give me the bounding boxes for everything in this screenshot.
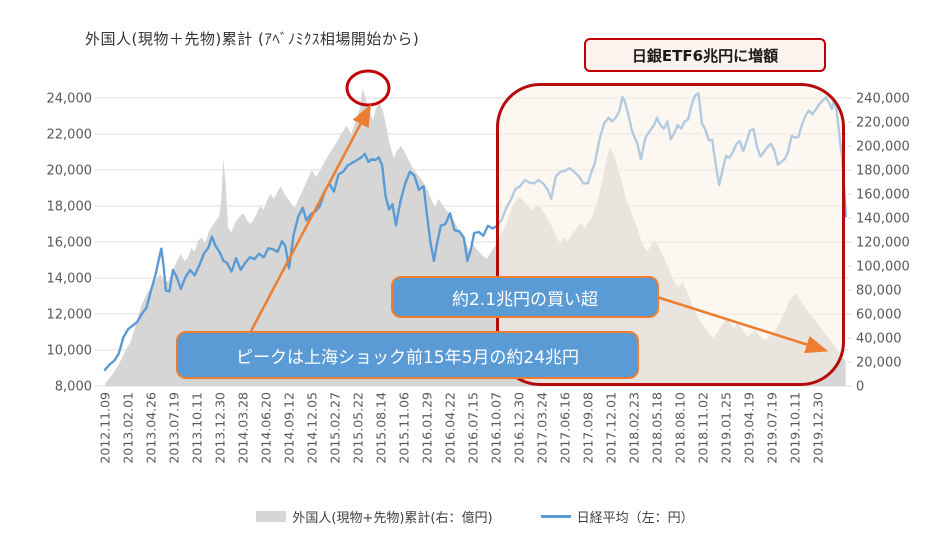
x-tick-label: 2013.04.26 xyxy=(144,392,159,464)
x-tick-label: 2016.10.07 xyxy=(489,392,504,464)
x-tick-label: 2019.07.19 xyxy=(765,392,780,464)
x-tick-label: 2019.12.30 xyxy=(811,392,826,464)
net-buy-callout: 約2.1兆円の買い超 xyxy=(391,276,659,318)
x-tick-label: 2018.05.18 xyxy=(650,392,665,464)
net-buy-arrow xyxy=(656,295,829,354)
y-right-tick-label: 180,000 xyxy=(856,164,910,179)
y-left-tick-label: 22,000 xyxy=(47,128,93,143)
peak-circle xyxy=(345,69,391,107)
y-right-tick-label: 20,000 xyxy=(856,356,902,371)
x-tick-label: 2015.08.14 xyxy=(374,392,389,464)
peak-arrow xyxy=(248,104,372,334)
x-tick-label: 2013.12.30 xyxy=(213,392,228,464)
peak-callout: ピークは上海ショック前15年5月の約24兆円 xyxy=(176,331,639,379)
x-tick-label: 2017.03.24 xyxy=(535,392,550,464)
x-tick-label: 2012.11.09 xyxy=(98,392,113,464)
legend: 外国人(現物+先物)累計(右：億円) 日経平均（左：円） xyxy=(0,507,950,526)
y-right-tick-label: 160,000 xyxy=(856,188,910,203)
x-tick-label: 2015.11.06 xyxy=(397,392,412,464)
x-tick-label: 2013.10.11 xyxy=(190,392,205,464)
y-left-tick-label: 20,000 xyxy=(47,164,93,179)
y-right-tick-label: 200,000 xyxy=(856,140,910,155)
x-tick-label: 2017.09.08 xyxy=(581,392,596,464)
y-right-tick-label: 140,000 xyxy=(856,212,910,227)
x-tick-label: 2017.06.16 xyxy=(558,392,573,464)
x-tick-label: 2018.02.23 xyxy=(627,392,642,464)
y-left-tick-label: 10,000 xyxy=(47,344,93,359)
x-tick-label: 2014.06.20 xyxy=(259,392,274,464)
x-tick-label: 2015.05.22 xyxy=(351,392,366,464)
y-right-tick-label: 0 xyxy=(856,380,864,395)
x-tick-label: 2019.01.25 xyxy=(719,392,734,464)
y-right-tick-label: 100,000 xyxy=(856,260,910,275)
x-tick-label: 2018.11.02 xyxy=(696,392,711,464)
y-left-tick-label: 16,000 xyxy=(47,236,93,251)
y-left-tick-label: 14,000 xyxy=(47,272,93,287)
y-left-tick-label: 18,000 xyxy=(47,200,93,215)
legend-line-label: 日経平均（左：円） xyxy=(576,511,694,526)
x-tick-label: 2015.02.27 xyxy=(328,392,343,464)
chart-title: 外国人(現物＋先物)累計 (ｱﾍﾞﾉﾐｸｽ相場開始から) xyxy=(85,30,420,48)
legend-item-foreigners: 外国人(現物+先物)累計(右：億円) xyxy=(256,507,493,526)
x-tick-label: 2014.12.05 xyxy=(305,392,320,464)
y-right-tick-label: 220,000 xyxy=(856,116,910,131)
legend-area-label: 外国人(現物+先物)累計(右：億円) xyxy=(292,511,493,526)
y-right-tick-label: 40,000 xyxy=(856,332,902,347)
x-tick-label: 2018.08.10 xyxy=(673,392,688,464)
y-right-tick-label: 240,000 xyxy=(856,92,910,107)
x-tick-label: 2019.10.11 xyxy=(788,392,803,464)
x-tick-label: 2013.07.19 xyxy=(167,392,182,464)
x-tick-label: 2014.09.12 xyxy=(282,392,297,464)
y-right-tick-label: 120,000 xyxy=(856,236,910,251)
x-tick-label: 2014.03.28 xyxy=(236,392,251,464)
y-left-tick-label: 24,000 xyxy=(47,92,93,107)
boj-etf-note: 日銀ETF6兆円に増額 xyxy=(584,38,826,72)
y-left-tick-label: 8,000 xyxy=(55,380,92,395)
x-tick-label: 2019.04.19 xyxy=(742,392,757,464)
x-tick-label: 2013.02.01 xyxy=(121,392,136,464)
line-swatch-icon xyxy=(540,515,571,518)
x-tick-label: 2016.07.15 xyxy=(466,392,481,464)
x-tick-label: 2016.04.22 xyxy=(443,392,458,464)
y-right-tick-label: 80,000 xyxy=(856,284,902,299)
x-tick-label: 2016.12.30 xyxy=(512,392,527,464)
x-tick-label: 2017.12.01 xyxy=(604,392,619,464)
y-left-tick-label: 12,000 xyxy=(47,308,93,323)
area-swatch-icon xyxy=(256,511,287,522)
legend-item-nikkei: 日経平均（左：円） xyxy=(540,507,694,526)
y-right-tick-label: 60,000 xyxy=(856,308,902,323)
x-tick-label: 2016.01.29 xyxy=(420,392,435,464)
